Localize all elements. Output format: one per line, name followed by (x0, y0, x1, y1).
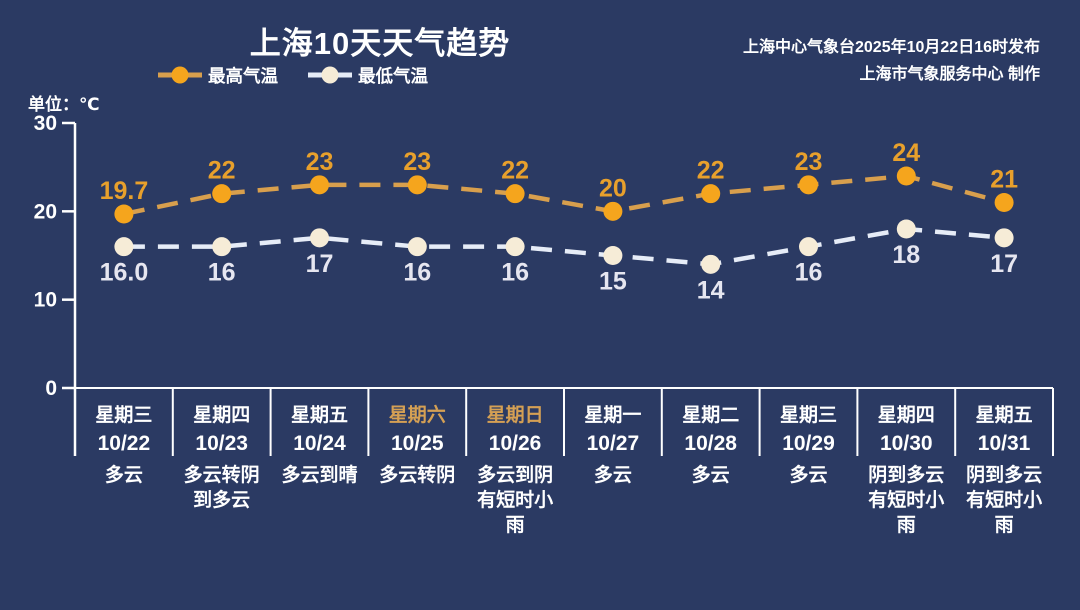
high-temp-point (799, 175, 818, 195)
y-axis-tick-label: 10 (34, 289, 57, 312)
low-temp-value-label: 14 (697, 276, 725, 304)
high-temp-line (123, 173, 1005, 217)
low-temp-point (603, 246, 623, 265)
high-temp-value-label: 23 (795, 148, 823, 176)
high-temp-value-label: 23 (403, 148, 431, 176)
page-title: 上海10天天气趋势 (249, 26, 511, 61)
low-temp-point (799, 237, 818, 257)
low-temp-point (212, 237, 232, 257)
low-temp-value-label: 17 (990, 250, 1018, 278)
low-temp-value-label: 16 (501, 259, 529, 287)
high-temp-point (701, 184, 721, 204)
high-temp-point (114, 204, 134, 224)
high-temp-point (505, 184, 525, 204)
legend-low-label: 最低气温 (358, 66, 428, 86)
high-temp-point (896, 166, 916, 186)
high-temp-legend-dot-icon (171, 66, 189, 84)
high-temp-point (212, 184, 232, 204)
low-temp-value-label: 16 (208, 259, 236, 287)
y-axis-tick-label: 0 (45, 377, 57, 400)
low-temp-legend-dot-icon (321, 66, 339, 84)
low-temp-point (505, 237, 525, 257)
high-temp-value-label: 23 (306, 148, 334, 176)
chart-legend: 最高气温 最低气温 (158, 66, 428, 86)
low-temp-value-label: 16 (403, 259, 431, 287)
high-temp-value-label: 22 (501, 157, 529, 185)
producer-line: 上海市气象服务中心 制作 (859, 66, 1040, 83)
low-temp-value-label: 18 (892, 241, 920, 269)
low-temp-value-label: 16.0 (100, 259, 149, 287)
low-temp-point (114, 237, 134, 257)
low-temp-point (701, 254, 721, 274)
high-temp-value-label: 24 (892, 139, 920, 167)
high-temp-point (407, 175, 427, 195)
low-temp-point (994, 228, 1014, 248)
low-temp-value-label: 16 (795, 259, 823, 287)
y-axis-tick-label: 30 (34, 112, 57, 135)
low-temp-value-label: 17 (306, 250, 334, 278)
low-temp-point (407, 237, 427, 257)
high-temp-point (310, 175, 329, 195)
axis-layer: 0 10 20 30 (34, 112, 1054, 456)
unit-label: 单位：℃ (28, 95, 100, 114)
high-temp-value-label: 22 (697, 157, 725, 185)
y-axis-tick-label: 20 (34, 200, 57, 223)
series-layer: 19.7 22 23 23 22 20 22 23 24 21 16.0 16 17 16 16 15 14 16… (100, 139, 1019, 304)
high-temp-value-label: 21 (990, 166, 1018, 194)
low-temp-value-label: 15 (599, 268, 627, 296)
issuer-line: 上海中心气象台2025年10月22日16时发布 (743, 39, 1040, 56)
high-temp-point (994, 193, 1014, 212)
high-temp-point (603, 201, 623, 221)
low-temp-line (123, 226, 1005, 267)
low-temp-point (310, 228, 329, 248)
high-temp-value-label: 22 (208, 157, 236, 185)
legend-high-label: 最高气温 (208, 66, 278, 86)
high-temp-value-label: 20 (599, 174, 627, 202)
high-temp-value-label: 19.7 (100, 177, 149, 205)
low-temp-point (896, 219, 916, 239)
